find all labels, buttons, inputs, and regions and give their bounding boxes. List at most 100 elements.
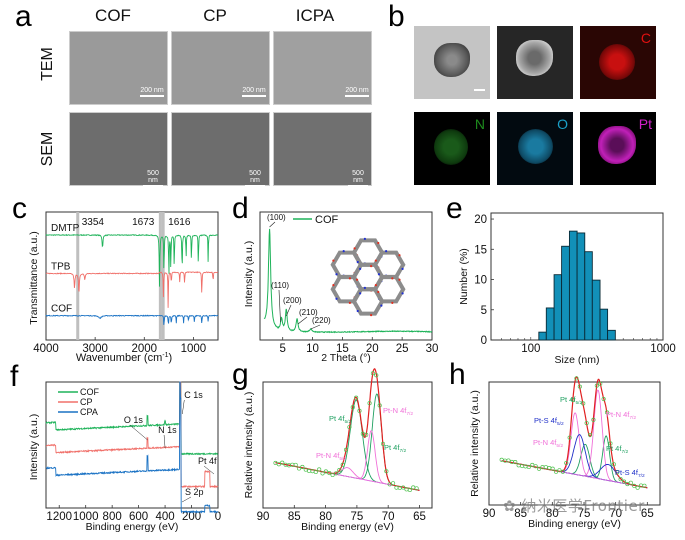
data-point [370, 371, 375, 376]
data-point [553, 469, 559, 474]
scalebar [474, 89, 485, 91]
y-tick-label: 5 [481, 305, 487, 317]
atom [370, 265, 373, 268]
peak-label: Pt-N 4f7/2 [383, 406, 413, 417]
scalebar-label: 500 nm [249, 170, 261, 184]
peak-label: (200) [283, 296, 302, 305]
atom [355, 278, 359, 281]
atom [401, 292, 404, 295]
peak-leader-line [269, 221, 276, 228]
data-point [380, 441, 386, 446]
panel-letter-f: f [10, 360, 19, 393]
data-point [323, 469, 328, 474]
sem-image-cof [69, 112, 168, 186]
subscript: 7/2 [621, 449, 628, 455]
data-point [354, 395, 359, 400]
peak-annotation: 3354 [82, 217, 105, 228]
x-tick-label: 1200 [46, 511, 72, 523]
data-point [350, 405, 355, 410]
subscript: 5/2 [575, 400, 582, 406]
panel-letter-d: d [232, 192, 249, 225]
data-point [584, 421, 589, 426]
series-line-cof [45, 314, 219, 325]
subscript: 7/2 [406, 411, 413, 417]
data-point [407, 487, 412, 492]
scalebar-label: 500 nm [147, 170, 159, 184]
data-point [364, 432, 369, 437]
x-tick-label: 30 [426, 343, 439, 355]
tem-image-cp [171, 31, 270, 105]
atom [398, 254, 401, 257]
cof-structure-inset [330, 237, 406, 317]
data-point [327, 470, 332, 476]
histogram-bar [568, 230, 578, 341]
data-point [581, 401, 586, 406]
column-title-icpa: ICPA [295, 6, 335, 25]
data-point [642, 483, 647, 488]
scalebar-tem-cof: 200 nm [140, 87, 164, 97]
histogram-bar [599, 308, 609, 341]
atom [374, 259, 377, 262]
eds-map-o: O [497, 112, 573, 185]
atom [348, 301, 351, 305]
atom [398, 278, 401, 281]
y-axis-label: Intensity (a.u.) [243, 241, 255, 308]
x-tick-label: 1000 [650, 343, 676, 355]
x-tick-label: 80 [319, 511, 332, 523]
data-point [307, 468, 312, 474]
y-axis-label: Transmittance (a.u.) [28, 231, 40, 325]
legend-label-cof: COF [315, 214, 339, 226]
data-point [347, 425, 352, 430]
peak-annotation: S 2p [185, 487, 204, 497]
annotation-leader [163, 434, 166, 449]
atom [374, 284, 377, 287]
y-axis-label: Intensity (a.u.) [28, 414, 40, 481]
x-tick-label: 3000 [82, 343, 108, 355]
series-label-dmtp: DMTP [51, 223, 80, 234]
pore-ring [372, 250, 406, 279]
peak-annotation: C 1s [184, 390, 203, 400]
data-point [591, 417, 596, 422]
data-point [320, 471, 325, 476]
x-tick-label: 600 [129, 511, 148, 523]
histogram-bar [591, 279, 601, 341]
data-point [574, 376, 579, 381]
x-axis-label-end: ) [168, 352, 172, 364]
annotation-leader [129, 424, 148, 441]
x-tick-label: 80 [546, 508, 559, 520]
panel-c-ftir-chart: 4000 3000 2000 1000 DMTP TPB COF 3354 1673 1616 Tr… [28, 211, 219, 364]
x-tick-label: 100 [521, 343, 540, 355]
x-tick-label: 20 [366, 343, 379, 355]
data-point [635, 485, 640, 490]
data-point [357, 408, 362, 413]
particle-shape [434, 43, 470, 77]
data-point [367, 401, 372, 406]
peak-label: (220) [312, 316, 331, 325]
data-point [280, 460, 285, 465]
panel-letter-e: e [446, 192, 463, 225]
tem-image-icpa [273, 31, 372, 105]
annotation-leader [203, 465, 215, 475]
scalebar-label: 200 nm [345, 87, 369, 94]
atom [359, 292, 362, 295]
highlight-band [158, 212, 162, 340]
element-label-pt: Pt [638, 116, 652, 132]
annotation-leader [182, 399, 185, 415]
data-point [567, 435, 572, 440]
tem-image-cof [69, 31, 168, 105]
x-tick-label: 400 [155, 511, 174, 523]
x-tick-label: 800 [103, 511, 122, 523]
data-point [608, 441, 613, 446]
peak-annotation: N 1s [158, 425, 177, 435]
x-tick-label: 75 [350, 511, 363, 523]
peak-label: Pt 4f7/2 [384, 443, 406, 454]
eds-map-n: N [414, 112, 490, 185]
y-axis-label: Number (%) [458, 248, 470, 305]
data-point [333, 471, 339, 476]
panel-letter-c: c [12, 192, 27, 225]
data-point [506, 458, 511, 463]
data-point [550, 466, 555, 471]
peak-label: Pt-N 4f5/2 [316, 451, 346, 462]
x-tick-label: 200 [182, 511, 201, 523]
